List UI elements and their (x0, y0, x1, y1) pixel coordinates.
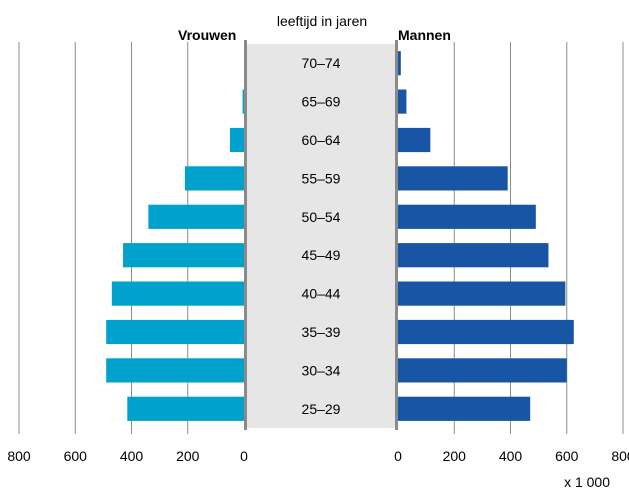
bar-vrouwen-35-39 (106, 319, 244, 345)
tick-label-left-600: 600 (64, 448, 88, 464)
bar-vrouwen-30-34 (106, 358, 244, 383)
tick-label-right-0: 0 (394, 448, 402, 464)
bar-vrouwen-50-54 (148, 204, 244, 229)
age-label-70-74: 70–74 (302, 55, 341, 71)
bars (106, 51, 574, 421)
bar-vrouwen-25-29 (127, 396, 244, 421)
age-band-background (247, 44, 395, 428)
age-label-45-49: 45–49 (302, 247, 341, 263)
gridlines (18, 42, 624, 434)
bar-vrouwen-60-64 (229, 127, 244, 153)
bar-mannen-55-59 (398, 166, 508, 191)
legend-label-vrouwen: Vrouwen (178, 27, 236, 43)
bar-vrouwen-55-59 (184, 166, 244, 191)
age-label-40-44: 40–44 (302, 286, 341, 302)
tick-labels: 800 600 400 200 0 0 200 400 600 800 (7, 448, 629, 464)
tick-label-right-800: 800 (611, 448, 629, 464)
bar-vrouwen-65-69 (242, 89, 244, 114)
tick-label-left-400: 400 (120, 448, 144, 464)
unit-label: x 1 000 (564, 474, 610, 490)
legend-label-mannen: Mannen (398, 27, 451, 43)
bar-mannen-70-74 (398, 51, 401, 76)
bar-vrouwen-40-44 (111, 281, 244, 306)
tick-label-left-200: 200 (176, 448, 200, 464)
bar-mannen-50-54 (398, 204, 536, 229)
bar-mannen-35-39 (398, 319, 574, 345)
bar-mannen-25-29 (398, 396, 531, 421)
age-label-60-64: 60–64 (302, 132, 341, 148)
center-title: leeftijd in jaren (277, 13, 367, 29)
tick-label-right-600: 600 (555, 448, 579, 464)
age-label-35-39: 35–39 (302, 324, 341, 340)
tick-label-right-400: 400 (499, 448, 523, 464)
age-labels: 70–74 65–69 60–64 55–59 50–54 45–49 40–44 35–39… (302, 55, 341, 417)
age-label-50-54: 50–54 (302, 209, 341, 225)
age-label-55-59: 55–59 (302, 170, 341, 186)
bar-mannen-30-34 (398, 358, 567, 383)
bar-mannen-45-49 (398, 243, 549, 268)
tick-label-right-200: 200 (443, 448, 467, 464)
age-label-30-34: 30–34 (302, 362, 341, 378)
tick-label-left-0: 0 (240, 448, 248, 464)
bar-mannen-40-44 (398, 281, 566, 306)
bar-mannen-60-64 (398, 127, 431, 153)
age-label-65-69: 65–69 (302, 94, 341, 110)
axes (244, 40, 398, 430)
bar-vrouwen-45-49 (123, 243, 244, 268)
tick-label-left-800: 800 (7, 448, 31, 464)
bar-mannen-65-69 (398, 89, 407, 114)
age-label-25-29: 25–29 (302, 401, 341, 417)
